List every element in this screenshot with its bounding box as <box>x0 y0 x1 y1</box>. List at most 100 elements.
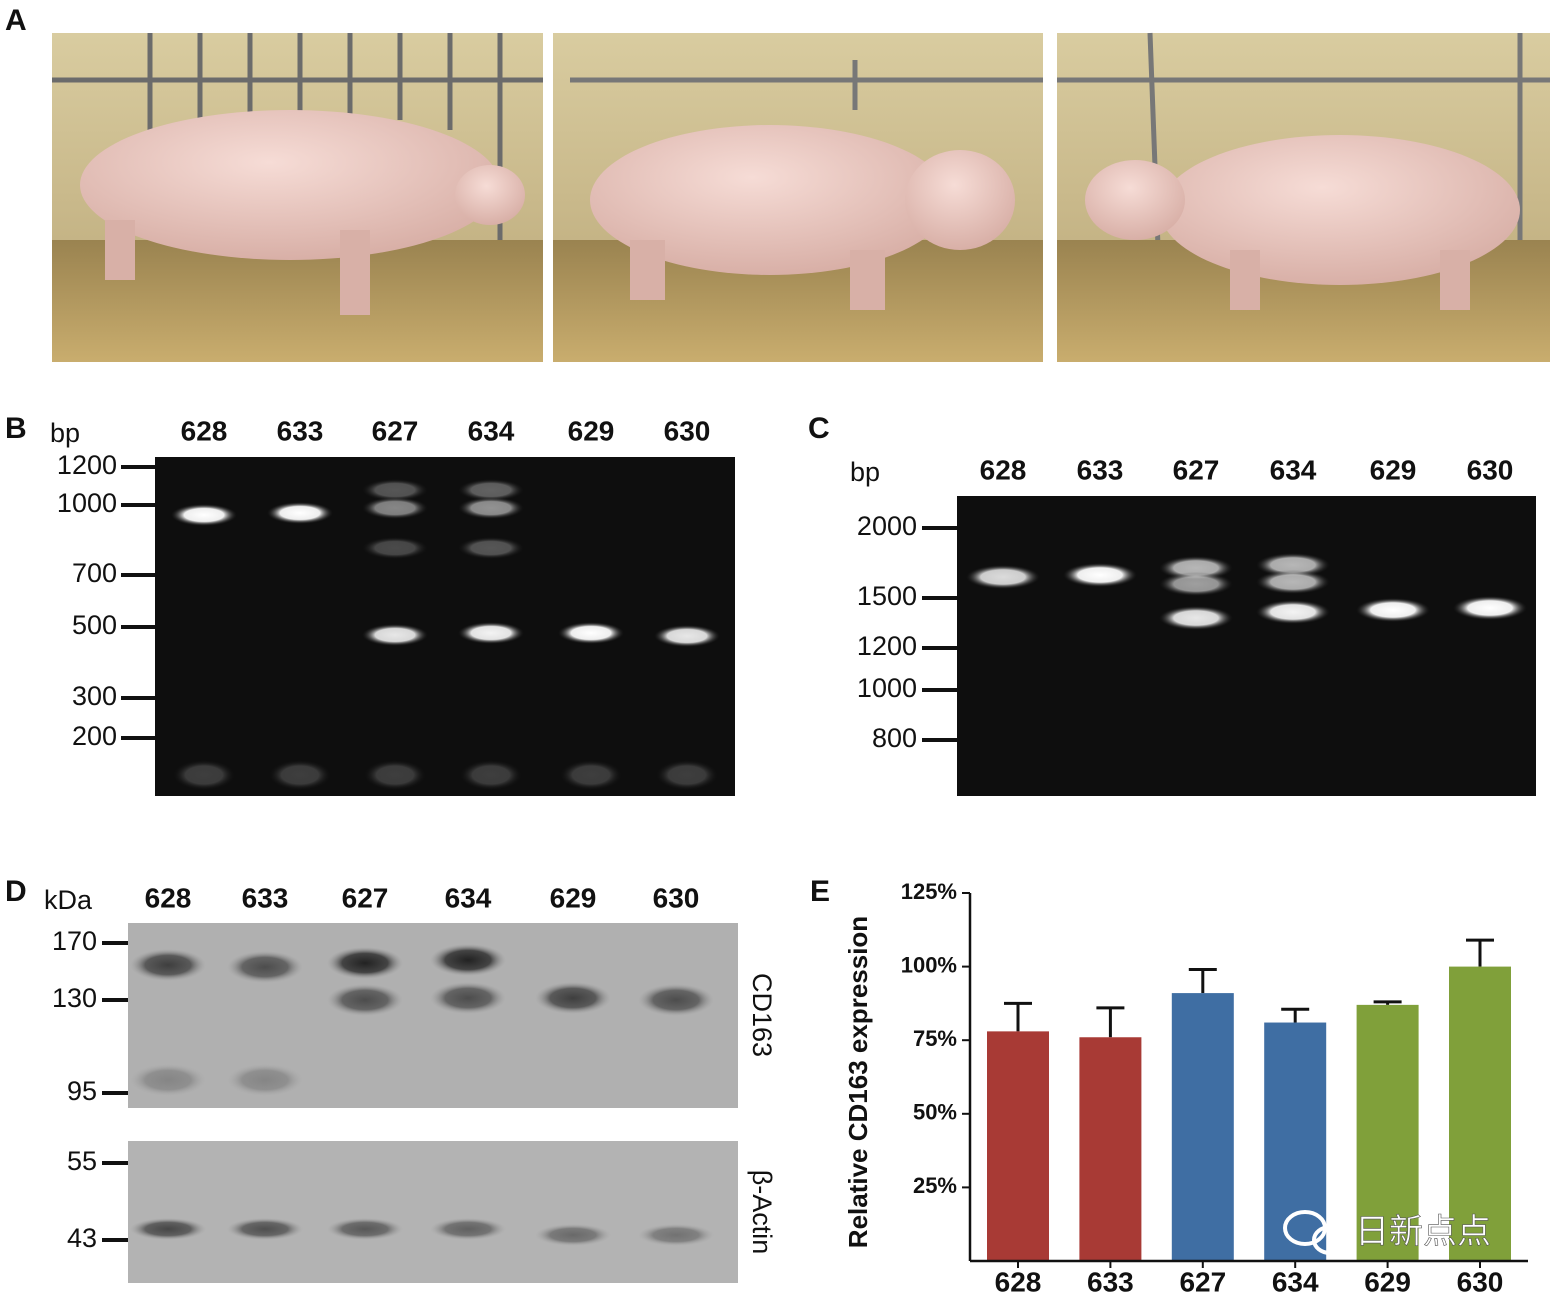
lane-label: 630 <box>1467 454 1514 485</box>
band <box>560 760 622 790</box>
blot <box>128 1141 738 1283</box>
unit-label: kDa <box>44 885 93 915</box>
marker-label: 170 <box>52 926 97 956</box>
band <box>171 504 237 526</box>
blot-label: CD163 <box>747 973 777 1057</box>
x-tick-label: 628 <box>995 1266 1042 1297</box>
marker-label: 1500 <box>857 581 917 611</box>
y-tick-label: 125% <box>901 879 957 904</box>
band <box>362 479 428 501</box>
lane-label: 633 <box>242 882 289 913</box>
lane-label: 633 <box>1077 454 1124 485</box>
band <box>535 982 611 1014</box>
lane-label: 634 <box>445 882 492 913</box>
band <box>458 537 524 559</box>
band <box>130 1218 206 1240</box>
marker-label: 1200 <box>857 631 917 661</box>
band <box>430 944 506 976</box>
x-tick-label: 634 <box>1272 1266 1319 1297</box>
photo <box>1057 32 1550 362</box>
lane-label: 627 <box>372 415 419 446</box>
marker-label: 1000 <box>57 488 117 518</box>
band <box>130 949 206 981</box>
marker-label: 500 <box>72 610 117 640</box>
band <box>656 760 718 790</box>
band <box>362 624 428 646</box>
marker-label: 200 <box>72 721 117 751</box>
blot <box>128 923 738 1108</box>
bar <box>1264 1022 1327 1261</box>
marker-label: 700 <box>72 558 117 588</box>
band <box>327 1218 403 1240</box>
bar <box>1171 993 1234 1261</box>
band <box>227 1064 303 1096</box>
lane-label: 628 <box>145 882 192 913</box>
unit-label: bp <box>50 418 80 448</box>
lane-label: 634 <box>1270 454 1317 485</box>
lane-label: 630 <box>664 415 711 446</box>
photos <box>52 32 1550 362</box>
y-tick-label: 75% <box>913 1026 957 1051</box>
band <box>458 497 524 519</box>
band <box>1159 606 1233 630</box>
band <box>535 1224 611 1246</box>
band <box>458 622 524 644</box>
panel-label: D <box>5 875 27 908</box>
band <box>638 984 714 1016</box>
band <box>1256 553 1330 577</box>
panel-label: E <box>810 875 830 908</box>
y-tick-label: 50% <box>913 1100 957 1125</box>
marker-label: 55 <box>67 1146 97 1176</box>
band <box>327 947 403 979</box>
lane-label: 633 <box>277 415 324 446</box>
x-tick-label: 627 <box>1179 1266 1226 1297</box>
marker-label: 2000 <box>857 511 917 541</box>
band <box>430 1218 506 1240</box>
band <box>430 982 506 1014</box>
band <box>966 565 1040 589</box>
lane-label: 627 <box>1173 454 1220 485</box>
x-tick-label: 630 <box>1457 1266 1504 1297</box>
lane-label: 629 <box>550 882 597 913</box>
band <box>227 951 303 983</box>
band <box>327 984 403 1016</box>
band <box>1159 572 1233 596</box>
y-tick-label: 100% <box>901 952 957 977</box>
lane-label: 634 <box>468 415 515 446</box>
marker-label: 1200 <box>57 450 117 480</box>
bar <box>1079 1037 1142 1261</box>
band <box>558 622 624 644</box>
band <box>1256 570 1330 594</box>
band <box>227 1218 303 1240</box>
watermark-text: 日新点点 <box>1355 1213 1491 1251</box>
band <box>267 502 333 524</box>
lane-label: 628 <box>980 454 1027 485</box>
photo <box>553 33 1043 362</box>
band <box>173 760 235 790</box>
bar <box>987 1031 1049 1261</box>
band <box>364 760 426 790</box>
gel <box>957 496 1536 796</box>
band <box>460 760 522 790</box>
band <box>1256 600 1330 624</box>
marker-label: 300 <box>72 681 117 711</box>
band <box>269 760 331 790</box>
band <box>654 625 720 647</box>
lane-label: 629 <box>568 415 615 446</box>
marker-label: 95 <box>67 1076 97 1106</box>
band <box>130 1064 206 1096</box>
y-tick-label: 25% <box>913 1173 957 1198</box>
marker-label: 130 <box>52 983 97 1013</box>
marker-label: 43 <box>67 1223 97 1253</box>
bar <box>1356 1004 1419 1261</box>
panel-label: C <box>808 412 830 445</box>
lane-label: 630 <box>653 882 700 913</box>
band <box>362 497 428 519</box>
x-tick-label: 633 <box>1087 1266 1134 1297</box>
marker-label: 1000 <box>857 673 917 703</box>
band <box>1356 598 1430 622</box>
lane-label: 628 <box>181 415 228 446</box>
band <box>1063 563 1137 587</box>
panel-label: A <box>5 4 27 37</box>
